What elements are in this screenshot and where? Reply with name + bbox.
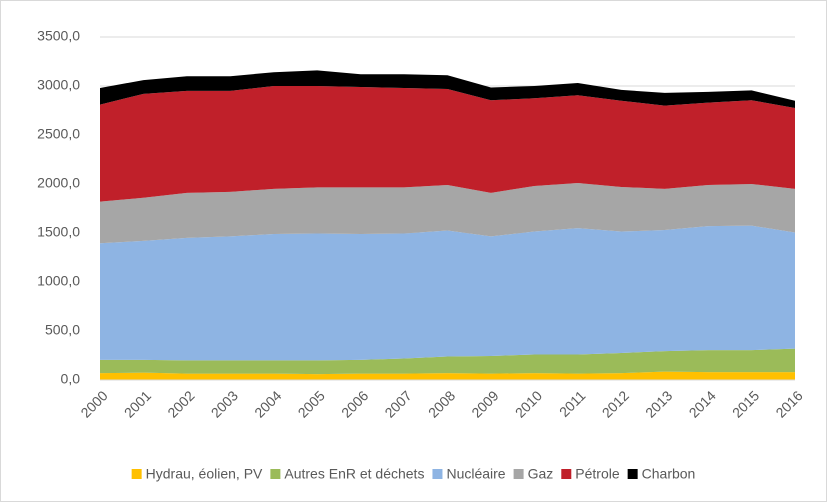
area <box>100 70 795 109</box>
legend-label: Charbon <box>642 466 696 482</box>
area <box>100 225 795 361</box>
legend-swatch <box>561 469 572 479</box>
legend-swatch <box>270 469 281 479</box>
legend-label: Gaz <box>528 466 554 482</box>
area <box>100 371 795 380</box>
legend-label: Nucléaire <box>446 466 505 482</box>
legend-swatch <box>432 469 443 479</box>
legend-label: Pétrole <box>575 466 620 482</box>
y-tick-label: 1000,0 <box>37 273 80 289</box>
y-tick-label: 500,0 <box>45 322 80 338</box>
legend-label: Hydrau, éolien, PV <box>146 466 263 482</box>
y-tick-label: 2000,0 <box>37 175 80 191</box>
y-tick-label: 1500,0 <box>37 224 80 240</box>
y-tick-label: 3000,0 <box>37 77 80 93</box>
area <box>100 86 795 202</box>
y-tick-label: 0,0 <box>61 371 81 387</box>
legend-swatch <box>627 469 638 479</box>
y-tick-label: 3500,0 <box>37 28 80 44</box>
area <box>100 183 795 244</box>
legend-swatch <box>131 469 142 479</box>
legend-swatch <box>513 469 524 479</box>
area <box>100 348 795 375</box>
y-tick-label: 2500,0 <box>37 126 80 142</box>
legend-label: Autres EnR et déchets <box>284 466 424 482</box>
